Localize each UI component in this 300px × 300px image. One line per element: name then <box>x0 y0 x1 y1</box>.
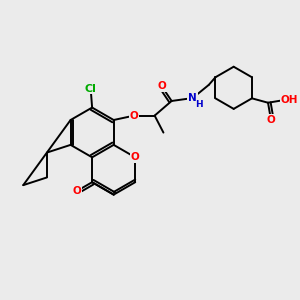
Text: O: O <box>267 115 275 125</box>
Text: Cl: Cl <box>85 83 97 94</box>
Text: OH: OH <box>281 95 298 105</box>
Text: H: H <box>195 100 203 109</box>
Text: N: N <box>188 93 197 103</box>
Text: O: O <box>157 81 166 91</box>
Text: O: O <box>130 111 139 121</box>
Text: O: O <box>131 152 140 162</box>
Text: O: O <box>73 186 81 196</box>
